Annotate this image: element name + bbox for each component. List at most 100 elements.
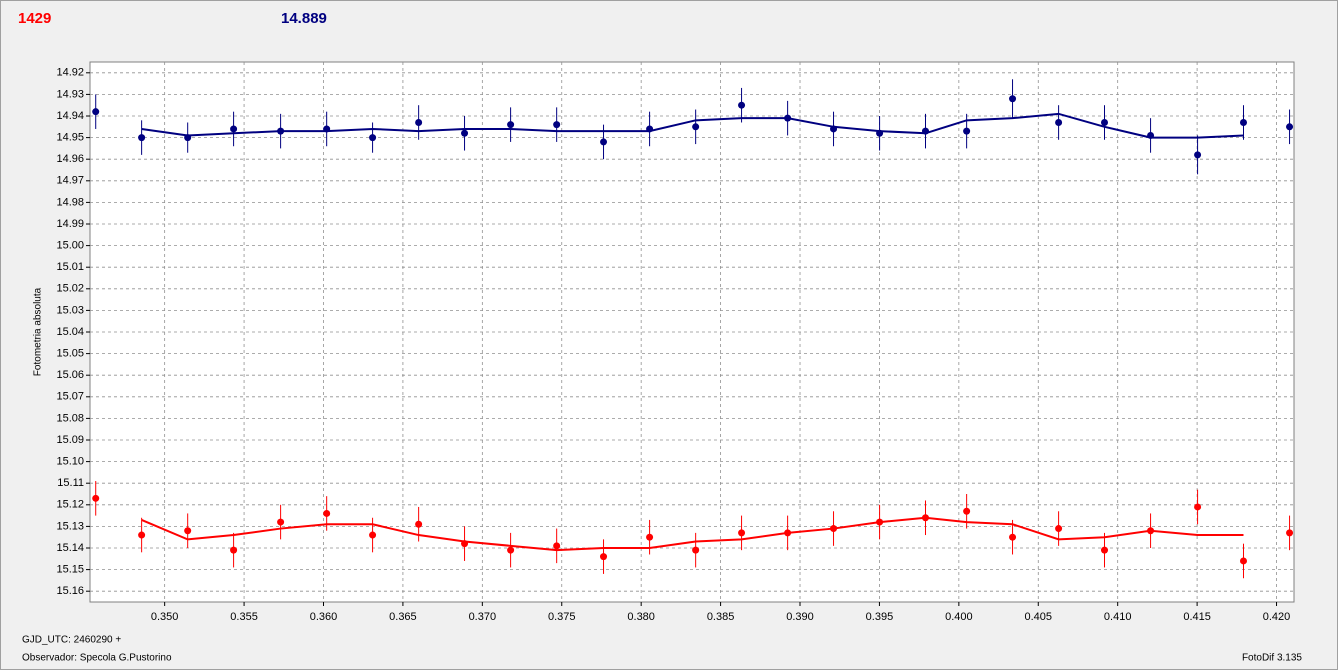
data-point [600,553,608,561]
data-point [600,138,608,146]
data-point [876,129,884,137]
x-tick-label: 0.350 [151,611,179,623]
y-tick-label: 15.08 [56,412,84,424]
y-tick-label: 14.99 [56,218,84,230]
y-tick-label: 15.01 [56,261,84,273]
data-point [230,125,238,133]
data-point [1009,533,1017,541]
footer-epoch: GJD_UTC: 2460290 + [22,635,121,646]
x-tick-label: 0.365 [389,611,417,623]
y-tick-label: 15.05 [56,348,84,360]
data-point [1147,527,1155,535]
y-tick-label: 15.11 [57,477,84,489]
data-point [277,518,285,526]
x-tick-label: 0.370 [469,611,497,623]
y-tick-label: 15.16 [56,585,84,597]
data-point [738,101,746,109]
y-axis-label: Fotometria absoluta [33,287,44,376]
data-point [507,546,515,554]
data-point [1009,95,1017,103]
data-point [963,127,971,135]
data-point [784,114,792,122]
data-point [692,546,700,554]
x-tick-label: 0.395 [866,611,894,623]
y-tick-label: 14.94 [56,110,84,122]
data-point [1239,557,1247,565]
data-point [277,127,285,135]
x-tick-label: 0.400 [945,611,973,623]
x-tick-label: 0.355 [230,611,258,623]
y-tick-label: 14.96 [56,153,84,165]
x-tick-label: 0.390 [786,611,814,623]
x-tick-label: 0.420 [1263,611,1291,623]
data-point [738,529,746,537]
data-point [876,518,884,526]
x-tick-label: 0.410 [1104,611,1132,623]
y-tick-label: 15.12 [56,499,84,511]
data-point [1194,503,1202,511]
header-left-value: 1429 [18,10,51,27]
x-tick-label: 0.375 [548,611,576,623]
y-tick-label: 15.13 [56,520,84,532]
data-point [1194,151,1202,159]
data-point [323,125,331,133]
y-tick-label: 15.06 [56,369,84,381]
x-tick-label: 0.405 [1025,611,1053,623]
data-point [553,542,561,550]
data-point [921,127,929,135]
data-point [692,123,700,131]
data-point [921,514,929,522]
data-point [415,118,423,126]
y-tick-label: 15.14 [56,542,84,554]
y-tick-label: 15.09 [56,434,84,446]
data-point [461,129,469,137]
header-right-value: 14.889 [281,10,327,27]
data-point [138,134,146,142]
data-point [646,125,654,133]
data-point [230,546,238,554]
data-point [323,509,331,517]
x-tick-label: 0.415 [1183,611,1211,623]
data-point [92,494,100,502]
data-point [830,125,838,133]
data-point [507,121,515,129]
y-tick-label: 15.03 [56,304,84,316]
data-point [1286,529,1294,537]
y-tick-label: 14.97 [56,175,84,187]
footer-observer: Observador: Specola G.Pustorino [22,653,172,664]
data-point [184,134,192,142]
data-point [1101,546,1109,554]
data-point [415,520,423,528]
data-point [553,121,561,129]
plot: 14.92 14.93 14.94 14.95 14.96 14.97 14.98 14.99… [56,62,1294,623]
data-point [1055,118,1063,126]
y-tick-label: 15.00 [56,240,84,252]
y-tick-label: 15.10 [56,456,84,468]
data-point [1055,525,1063,533]
y-tick-label: 14.98 [56,196,84,208]
data-point [369,134,377,142]
data-point [1101,118,1109,126]
x-tick-label: 0.360 [310,611,338,623]
x-tick-label: 0.380 [627,611,655,623]
data-point [369,531,377,539]
data-point [184,527,192,535]
y-tick-label: 14.92 [56,67,84,79]
data-point [1147,131,1155,139]
x-tick-label: 0.385 [707,611,735,623]
y-tick-label: 15.02 [56,283,84,295]
data-point [830,525,838,533]
data-point [92,108,100,116]
data-point [646,533,654,541]
y-tick-label: 15.15 [56,564,84,576]
y-tick-label: 14.93 [56,88,84,100]
data-point [784,529,792,537]
data-point [461,540,469,548]
data-point [138,531,146,539]
footer-software: FotoDif 3.135 [1242,653,1302,664]
y-tick-label: 15.04 [56,326,84,338]
data-point [963,507,971,515]
data-point [1239,118,1247,126]
y-tick-label: 15.07 [56,391,84,403]
